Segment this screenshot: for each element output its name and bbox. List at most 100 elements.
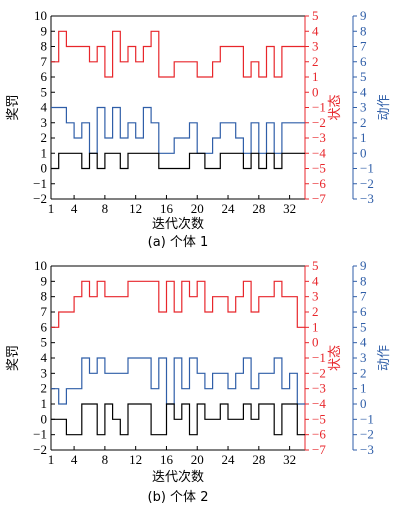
y-axis-label-state: 状态 — [328, 94, 343, 120]
y-axis-label-left: 奖罚 — [6, 94, 21, 120]
x-tick-label: 1 — [48, 452, 55, 467]
y-tick-label-left: 4 — [41, 100, 48, 115]
y-tick-label-state: −2 — [312, 365, 326, 380]
x-tick-label: 16 — [160, 201, 174, 216]
y-tick-label-left: 1 — [41, 145, 48, 160]
x-tick-label: 24 — [222, 201, 236, 216]
y-tick-label-left: −1 — [33, 176, 47, 191]
y-tick-label-left: −1 — [33, 427, 47, 442]
x-tick-label: 4 — [71, 201, 78, 216]
y-tick-label-action: 9 — [360, 8, 367, 23]
y-tick-label-action: 7 — [360, 39, 367, 54]
y-tick-label-state: −2 — [312, 115, 326, 130]
y-tick-label-state: −7 — [312, 191, 326, 206]
x-tick-label: 8 — [102, 452, 109, 467]
x-tick-label: 1 — [48, 201, 55, 216]
y-tick-label-action: −2 — [360, 176, 374, 191]
x-tick-label: 4 — [71, 452, 78, 467]
x-tick-label: 16 — [160, 452, 174, 467]
chart-caption: (a) 个体 1 — [148, 235, 209, 250]
y-tick-label-state: 3 — [312, 39, 319, 54]
y-tick-label-state: 4 — [312, 23, 319, 38]
x-axis-label: 迭代次数 — [152, 216, 204, 232]
y-tick-label-state: −7 — [312, 442, 326, 457]
y-tick-label-action: 3 — [360, 350, 367, 365]
y-tick-label-state: 2 — [312, 304, 319, 319]
y-tick-label-left: 5 — [41, 335, 48, 350]
y-tick-label-left: −2 — [33, 442, 47, 457]
y-tick-label-action: 7 — [360, 289, 367, 304]
y-tick-label-state: 0 — [312, 84, 319, 99]
series-line-reward — [51, 152, 305, 170]
x-tick-label: 28 — [252, 452, 265, 467]
y-tick-label-left: 10 — [34, 258, 47, 273]
series-line-state — [51, 280, 305, 328]
x-tick-label: 28 — [252, 201, 265, 216]
chart-caption: (b) 个体 2 — [148, 490, 209, 505]
y-tick-label-state: −3 — [312, 130, 326, 145]
chart-panel-b: −2−1012345678910−7−6−5−4−3−2−1012345−3−2… — [6, 258, 392, 505]
y-tick-label-action: −3 — [360, 191, 374, 206]
y-tick-label-left: 8 — [41, 289, 48, 304]
y-tick-label-action: 2 — [360, 365, 367, 380]
x-tick-label: 12 — [129, 452, 142, 467]
series-line-state — [51, 30, 305, 78]
y-tick-label-state: −5 — [312, 411, 326, 426]
y-tick-label-state: 3 — [312, 289, 319, 304]
y-tick-label-state: 5 — [312, 258, 319, 273]
y-tick-label-left: −2 — [33, 191, 47, 206]
y-tick-label-state: −4 — [312, 145, 326, 160]
y-tick-label-state: −4 — [312, 396, 326, 411]
y-tick-label-state: 4 — [312, 273, 319, 288]
y-tick-label-action: 0 — [360, 145, 367, 160]
y-tick-label-action: 8 — [360, 273, 367, 288]
x-tick-label: 8 — [102, 201, 109, 216]
x-tick-label: 20 — [191, 201, 204, 216]
y-axis-label-left: 奖罚 — [6, 345, 21, 371]
y-tick-label-state: 0 — [312, 335, 319, 350]
y-tick-label-action: 1 — [360, 381, 367, 396]
y-tick-label-left: 0 — [41, 161, 48, 176]
y-tick-label-action: 4 — [360, 335, 367, 350]
x-tick-label: 24 — [222, 452, 236, 467]
y-tick-label-state: −1 — [312, 100, 326, 115]
series-line-action — [51, 357, 305, 405]
y-tick-label-state: −6 — [312, 427, 326, 442]
series-line-action — [51, 106, 305, 154]
y-tick-label-left: 6 — [41, 69, 48, 84]
x-tick-label: 20 — [191, 452, 204, 467]
y-tick-label-action: 3 — [360, 100, 367, 115]
x-tick-label: 32 — [283, 452, 296, 467]
y-tick-label-left: 2 — [41, 130, 48, 145]
y-tick-label-state: 2 — [312, 54, 319, 69]
y-tick-label-state: 1 — [312, 319, 319, 334]
y-tick-label-action: 4 — [360, 84, 367, 99]
y-tick-label-action: 1 — [360, 130, 367, 145]
y-tick-label-state: −3 — [312, 381, 326, 396]
y-tick-label-action: −1 — [360, 161, 374, 176]
y-tick-label-action: 6 — [360, 54, 367, 69]
y-tick-label-left: 7 — [41, 54, 48, 69]
y-tick-label-left: 6 — [41, 319, 48, 334]
y-tick-label-left: 8 — [41, 39, 48, 54]
y-tick-label-left: 10 — [34, 8, 47, 23]
y-tick-label-action: 6 — [360, 304, 367, 319]
y-tick-label-left: 1 — [41, 396, 48, 411]
y-tick-label-action: −1 — [360, 411, 374, 426]
y-tick-label-action: 5 — [360, 69, 367, 84]
y-tick-label-left: 9 — [41, 23, 48, 38]
y-tick-label-left: 7 — [41, 304, 48, 319]
y-axis-label-action: 动作 — [377, 345, 392, 371]
y-axis-label-state: 状态 — [328, 345, 343, 371]
y-tick-label-action: 8 — [360, 23, 367, 38]
y-tick-label-action: 0 — [360, 396, 367, 411]
x-tick-label: 12 — [129, 201, 142, 216]
y-tick-label-action: 9 — [360, 258, 367, 273]
y-tick-label-left: 3 — [41, 365, 48, 380]
y-tick-label-action: −2 — [360, 427, 374, 442]
y-tick-label-left: 9 — [41, 273, 48, 288]
x-axis-label: 迭代次数 — [152, 469, 204, 485]
y-tick-label-left: 5 — [41, 84, 48, 99]
y-tick-label-left: 0 — [41, 411, 48, 426]
